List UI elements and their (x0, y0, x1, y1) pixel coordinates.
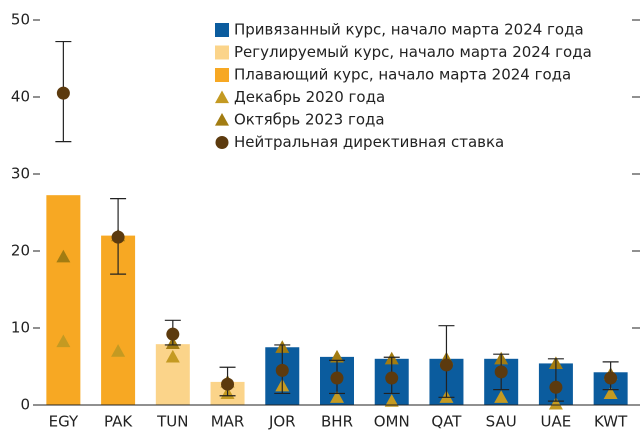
circle-marker (221, 377, 235, 391)
legend-label: Октябрь 2023 года (234, 111, 385, 129)
circle-marker (549, 380, 563, 394)
circle-marker (494, 365, 508, 379)
y-tick-label: 10 (11, 319, 30, 337)
circle-marker (439, 358, 453, 372)
triangle-marker (548, 396, 563, 410)
legend-swatch (215, 23, 229, 37)
y-tick-label: 40 (11, 88, 30, 106)
x-tick-label: QAT (431, 413, 462, 431)
x-tick-label: PAK (104, 413, 133, 431)
triangle-marker (384, 394, 399, 407)
x-tick-label: KWT (594, 413, 628, 431)
x-tick-label: UAE (541, 413, 572, 431)
x-tick-label: BHR (321, 413, 353, 431)
y-tick-label: 20 (11, 242, 30, 260)
legend-label: Декабрь 2020 года (234, 88, 385, 106)
x-tick-label: JOR (268, 413, 296, 431)
triangle-marker (494, 390, 509, 403)
x-tick-label: SAU (486, 413, 517, 431)
circle-marker (111, 230, 125, 244)
y-tick-label: 0 (20, 396, 30, 414)
triangle-marker (330, 349, 344, 363)
triangle-marker (603, 386, 618, 400)
triangle-marker (56, 334, 71, 348)
y-tick-label: 50 (11, 11, 30, 29)
legend-label: Плавающий курс, начало марта 2024 года (234, 66, 571, 84)
y-tick-label: 30 (11, 165, 30, 183)
triangle-marker (330, 390, 344, 403)
bar (46, 195, 81, 405)
circle-marker (56, 86, 70, 100)
x-tick-label: TUN (156, 413, 188, 431)
circle-marker (275, 363, 289, 377)
x-tick-label: MAR (211, 413, 245, 431)
legend-swatch (215, 90, 229, 104)
legend-swatch (215, 68, 229, 82)
circle-marker (166, 327, 180, 341)
legend-swatch (215, 113, 229, 126)
legend-swatch (215, 136, 229, 149)
x-tick-label: OMN (374, 413, 410, 431)
x-tick-label: EGY (49, 413, 79, 431)
legend-swatch (215, 45, 229, 60)
triangle-marker (165, 349, 180, 363)
circle-marker (385, 371, 399, 385)
circle-marker (604, 371, 618, 385)
triangle-marker (56, 249, 71, 263)
triangle-marker (111, 344, 126, 357)
circle-marker (330, 371, 344, 385)
legend-label: Нейтральная директивная ставка (234, 133, 504, 151)
legend-label: Привязанный курс, начало марта 2024 года (234, 21, 584, 39)
legend-label: Регулируемый курс, начало марта 2024 год… (234, 43, 592, 61)
